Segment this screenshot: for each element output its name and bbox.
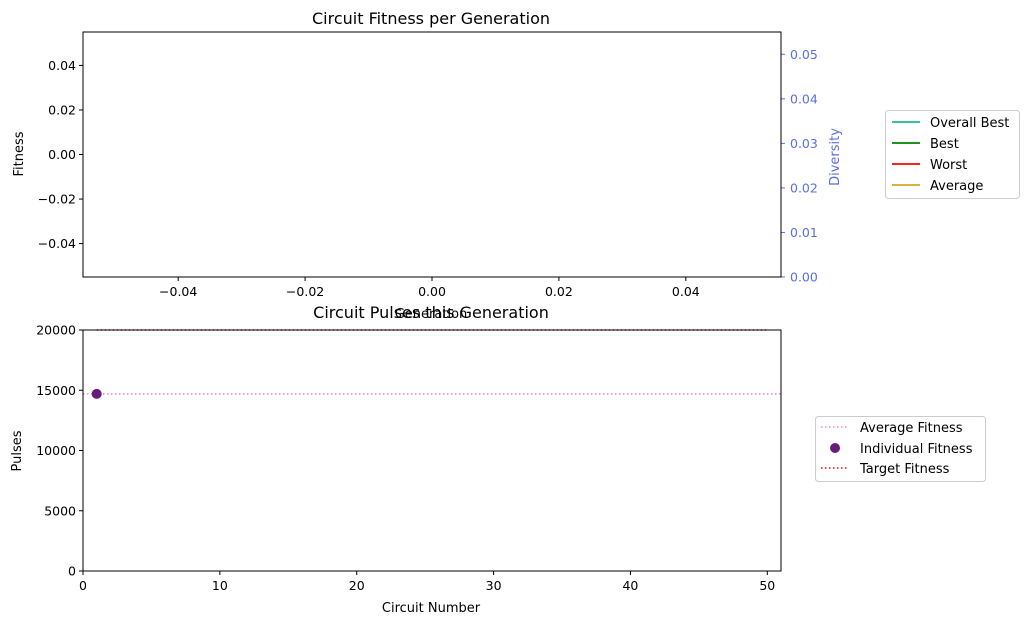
legend-label-overall-best: Overall Best [930,116,1009,131]
individual-fitness-point [91,388,102,399]
fitness-y-label: Fitness [12,131,27,176]
fitness-legend: Overall Best Best Worst Average [885,110,1020,199]
pulses-x-tick-label: 50 [759,578,775,593]
fitness-y-tick-label: 0.02 [48,102,76,117]
fitness-x-tick-label: 0.04 [672,284,700,299]
pulses-x-tick-label: 40 [622,578,638,593]
pulses-plot-frame [82,329,782,572]
diversity-y-tick-label: 0.05 [790,47,818,62]
pulses-x-tick-label: 30 [486,578,502,593]
fitness-y-tick-label: 0.04 [48,58,76,73]
legend-label-average-fitness: Average Fitness [860,421,963,436]
pulses-legend-box [815,416,986,482]
legend-label-individual-fitness: Individual Fitness [860,442,973,457]
fitness-y-tick-label: −0.02 [38,192,76,207]
diversity-y-label: Diversity [828,128,843,186]
fitness-x-ticks: −0.04 −0.02 0.00 0.02 0.04 [159,277,700,299]
legend-label-average: Average [930,179,983,194]
pulses-chart-title: Circuit Pulses this Generation [313,303,549,322]
fitness-chart: Circuit Fitness per Generation −0.04 −0.0… [12,9,1020,322]
pulses-y-tick-label: 10000 [36,443,76,458]
diversity-y-tick-label: 0.00 [790,270,818,285]
fitness-legend-box [885,110,1020,199]
diversity-y-tick-label: 0.04 [790,91,818,106]
pulses-legend: Average Fitness Individual Fitness Targe… [815,416,986,482]
pulses-chart: Circuit Pulses this Generation 0 10 20 30 40… [10,303,986,616]
fitness-x-tick-label: −0.04 [159,284,197,299]
pulses-y-tick-label: 5000 [44,503,76,518]
fitness-x-tick-label: −0.02 [286,284,324,299]
fitness-y-ticks: −0.04 −0.02 0.00 0.02 0.04 [38,58,83,251]
fitness-y-tick-label: −0.04 [38,236,76,251]
fitness-x-tick-label: 0.00 [418,284,446,299]
pulses-x-ticks: 0 10 20 30 40 50 [79,571,775,593]
legend-label-worst: Worst [930,158,967,173]
pulses-x-label: Circuit Number [382,601,481,616]
pulses-y-ticks: 0 5000 10000 15000 20000 [36,323,83,579]
diversity-y-ticks: 0.00 0.01 0.02 0.03 0.04 0.05 [781,47,818,285]
fitness-y-tick-label: 0.00 [48,147,76,162]
pulses-y-tick-label: 15000 [36,383,76,398]
legend-label-best: Best [930,137,959,152]
diversity-y-tick-label: 0.03 [790,136,818,151]
diversity-y-tick-label: 0.02 [790,180,818,195]
pulses-y-label: Pulses [10,430,25,471]
fitness-x-tick-label: 0.02 [545,284,573,299]
pulses-x-tick-label: 10 [212,578,228,593]
pulses-marks [83,329,781,399]
fitness-plot-frame [82,31,782,278]
pulses-y-tick-label: 0 [68,564,76,579]
legend-label-target-fitness: Target Fitness [859,462,950,477]
legend-marker-individual-fitness [830,443,840,453]
fitness-chart-title: Circuit Fitness per Generation [312,9,550,28]
fitness-x-label: Generation [395,307,468,322]
pulses-x-tick-label: 0 [79,578,87,593]
diversity-y-tick-label: 0.01 [790,225,818,240]
pulses-y-tick-label: 20000 [36,323,76,338]
pulses-x-tick-label: 20 [349,578,365,593]
